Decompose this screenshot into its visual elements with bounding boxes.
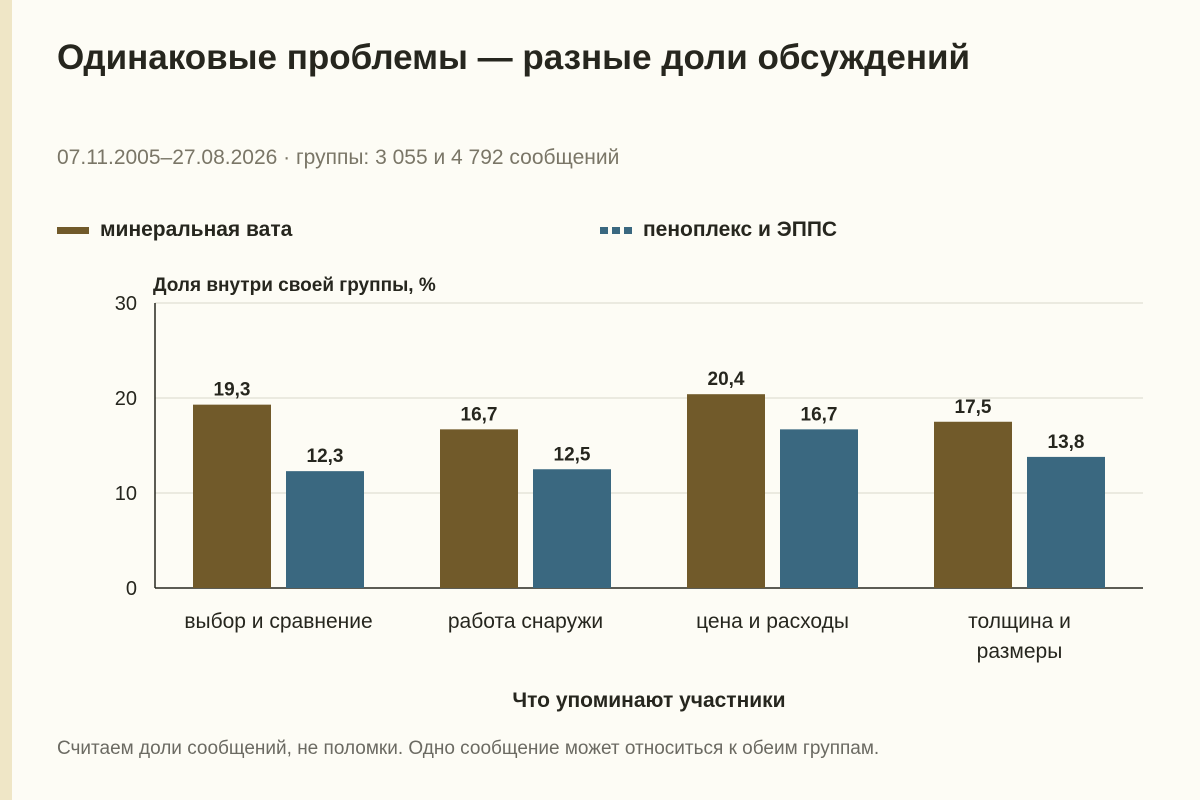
bar-series-1 [934, 421, 1012, 588]
category-label: цена и расходы [696, 610, 849, 633]
y-tick-label: 30 [115, 293, 137, 315]
x-axis-title: Что упоминают участники [512, 689, 785, 712]
left-accent-stripe [0, 0, 12, 800]
bar-value-label: 16,7 [461, 404, 498, 425]
legend-swatch-series-1 [57, 226, 89, 234]
legend-label-series-1: минеральная вата [100, 218, 293, 241]
y-tick-label: 10 [115, 483, 137, 505]
bar-value-label: 17,5 [955, 397, 992, 418]
footnote: Считаем доли сообщений, не поломки. Одно… [57, 738, 880, 759]
bar-series-2 [286, 471, 364, 588]
y-axis-title: Доля внутри своей группы, % [153, 275, 436, 296]
bar-value-label: 13,8 [1048, 432, 1085, 453]
category-label: толщина и размеры [968, 610, 1071, 663]
y-tick-label: 20 [115, 388, 137, 410]
bar-series-1 [687, 394, 765, 588]
chart-subtitle: 07.11.2005–27.08.2026 · группы: 3 055 и … [57, 146, 620, 169]
bar-value-label: 12,3 [307, 446, 344, 467]
bar-series-2 [533, 469, 611, 588]
bar-series-2 [1027, 456, 1105, 588]
bar-value-label: 12,5 [554, 444, 591, 465]
legend-item-series-1: минеральная вата [57, 218, 292, 242]
bar-value-label: 16,7 [801, 404, 838, 425]
chart-title: Одинаковые проблемы — разные доли обсужд… [57, 38, 971, 77]
legend-label-series-2: пеноплекс и ЭППС [643, 218, 838, 241]
legend-item-series-2: пеноплекс и ЭППС [600, 218, 837, 242]
legend-swatch-series-2 [600, 226, 632, 234]
bar-series-1 [193, 404, 271, 588]
bar-value-label: 20,4 [708, 369, 745, 390]
category-label: выбор и сравнение [184, 610, 372, 633]
bar-value-label: 19,3 [214, 380, 251, 401]
y-tick-label: 0 [126, 578, 137, 600]
category-label: работа снаружи [448, 610, 603, 633]
bar-series-2 [780, 429, 858, 588]
bar-series-1 [440, 429, 518, 588]
